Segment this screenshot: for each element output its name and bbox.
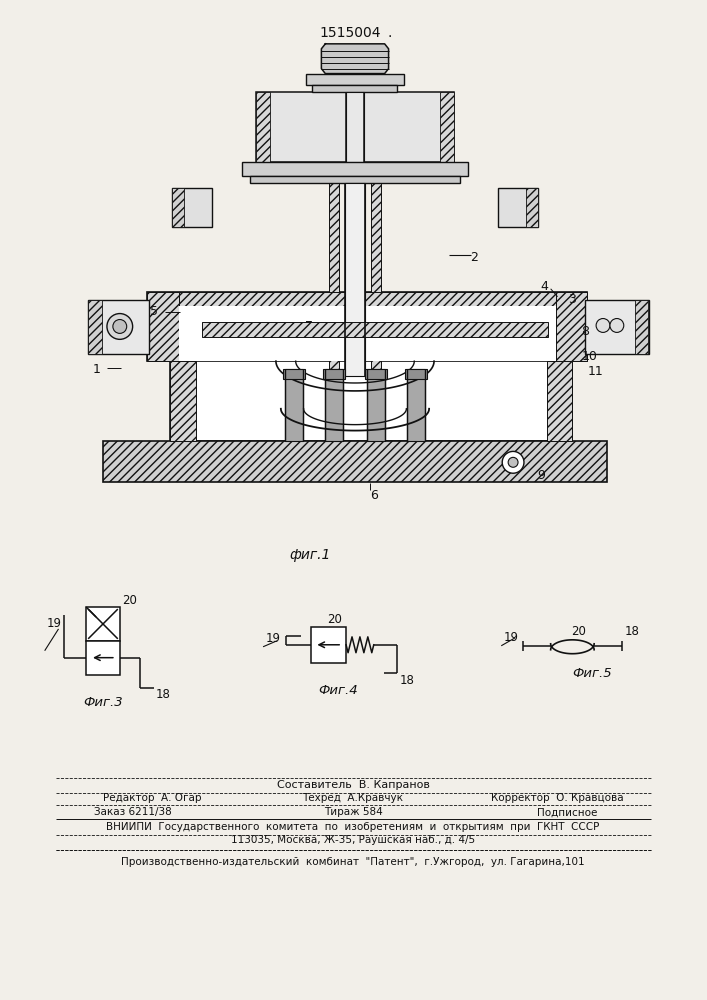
Text: 20: 20 [571, 625, 586, 638]
Text: 20: 20 [122, 594, 137, 607]
Bar [365, 369, 387, 379]
Text: 1: 1 [93, 363, 101, 376]
Bar [256, 92, 270, 162]
Bar [407, 369, 425, 440]
Bar [329, 183, 339, 376]
Circle shape [502, 451, 524, 473]
Text: Составитель  В. Капранов: Составитель В. Капранов [276, 780, 429, 790]
Text: Фиг.3: Фиг.3 [83, 696, 123, 709]
Circle shape [610, 319, 624, 332]
Bar [170, 361, 196, 441]
Text: Подписное: Подписное [537, 807, 597, 817]
Bar [88, 300, 149, 354]
Bar [285, 369, 303, 440]
Circle shape [508, 457, 518, 467]
Text: Фиг.5: Фиг.5 [573, 667, 612, 680]
Text: Производственно-издательский  комбинат  "Патент",  г.Ужгород,  ул. Гагарина,101: Производственно-издательский комбинат "П… [121, 857, 585, 867]
Bar [312, 85, 397, 92]
Bar [88, 300, 102, 354]
Text: Корректор  О. Кравцова: Корректор О. Кравцова [491, 793, 624, 803]
Polygon shape [322, 44, 389, 74]
Bar [440, 92, 454, 162]
Bar [86, 641, 119, 675]
Text: Техред  А.Кравчук: Техред А.Кравчук [303, 793, 404, 803]
Bar [635, 300, 648, 354]
Bar [256, 92, 454, 162]
Text: .: . [387, 26, 392, 40]
Bar [201, 322, 548, 337]
Text: 5: 5 [151, 305, 158, 318]
Bar [346, 92, 364, 162]
Bar [250, 176, 460, 183]
Text: Заказ 6211/38: Заказ 6211/38 [94, 807, 172, 817]
Circle shape [107, 314, 133, 339]
Circle shape [113, 320, 127, 333]
Text: 2: 2 [471, 251, 479, 264]
Text: 18: 18 [156, 688, 170, 701]
Bar [179, 306, 556, 361]
Bar [305, 74, 404, 85]
Bar [323, 369, 345, 379]
Bar [585, 300, 650, 354]
Bar [103, 440, 607, 482]
Text: 4: 4 [541, 280, 549, 293]
Bar [498, 188, 538, 227]
Text: ВНИИПИ  Государственного  комитета  по  изобретениям  и  открытиям  при  ГКНТ  С: ВНИИПИ Государственного комитета по изоб… [106, 822, 600, 832]
Bar [325, 369, 343, 440]
Bar [370, 183, 380, 376]
Text: 19: 19 [265, 632, 281, 645]
Bar [547, 361, 573, 441]
Circle shape [596, 319, 610, 332]
Bar [86, 607, 119, 641]
Bar [556, 292, 588, 361]
Bar [243, 162, 467, 176]
Bar [170, 361, 573, 441]
Text: Фиг.4: Фиг.4 [318, 684, 358, 697]
Text: 19: 19 [47, 617, 62, 630]
Text: 18: 18 [400, 674, 415, 687]
Bar [179, 292, 556, 306]
Text: Редактор  А. Огар: Редактор А. Огар [103, 793, 201, 803]
Text: 8: 8 [581, 325, 589, 338]
Bar [526, 188, 538, 227]
Bar [283, 369, 305, 379]
Text: 7: 7 [305, 320, 312, 333]
Text: 19: 19 [503, 631, 519, 644]
Text: 1515004: 1515004 [320, 26, 381, 40]
Text: 3: 3 [568, 293, 576, 306]
Text: 9: 9 [537, 469, 544, 482]
Bar [345, 183, 365, 376]
Text: 11: 11 [588, 365, 603, 378]
Bar [310, 627, 346, 663]
Bar [148, 292, 588, 361]
Text: 20: 20 [327, 613, 341, 626]
Bar [367, 369, 385, 440]
Bar [148, 292, 179, 361]
Text: Тираж 584: Тираж 584 [324, 807, 382, 817]
Text: 113035, Москва, Ж-35, Раушская наб., д. 4/5: 113035, Москва, Ж-35, Раушская наб., д. … [231, 835, 475, 845]
Bar [173, 188, 211, 227]
Text: фиг.1: фиг.1 [290, 548, 331, 562]
Bar [405, 369, 427, 379]
Bar [173, 188, 184, 227]
Text: 6: 6 [370, 489, 378, 502]
Text: 10: 10 [581, 350, 597, 363]
Text: 18: 18 [624, 625, 639, 638]
